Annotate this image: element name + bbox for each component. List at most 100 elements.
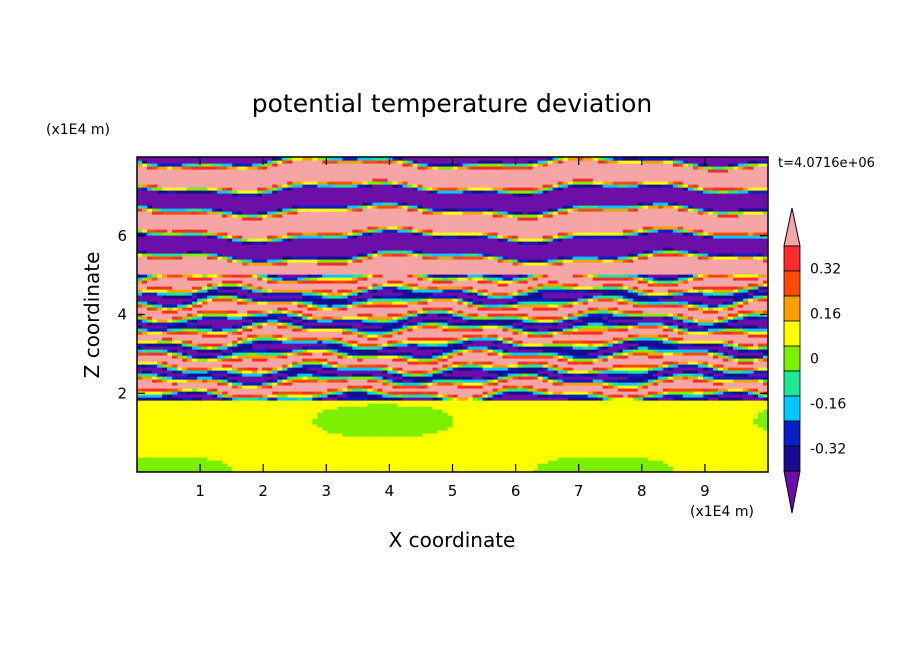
field-cell bbox=[247, 394, 253, 398]
field-cell bbox=[617, 469, 624, 472]
field-cell bbox=[582, 448, 589, 452]
field-cell bbox=[502, 451, 509, 455]
field-cell bbox=[152, 469, 158, 472]
field-cell bbox=[552, 385, 559, 389]
field-cell bbox=[747, 463, 754, 467]
field-cell bbox=[512, 370, 519, 374]
field-cell bbox=[712, 442, 719, 446]
field-cell bbox=[152, 415, 158, 419]
field-cell bbox=[742, 370, 749, 374]
field-cell bbox=[437, 373, 444, 377]
field-cell bbox=[397, 439, 404, 443]
field-cell bbox=[412, 466, 419, 470]
field-cell bbox=[302, 409, 308, 413]
field-cell bbox=[372, 430, 378, 434]
field-cell bbox=[307, 448, 313, 452]
field-cell bbox=[727, 370, 734, 374]
field-cell bbox=[187, 445, 193, 449]
field-cell bbox=[162, 448, 168, 452]
field-cell bbox=[732, 469, 739, 472]
field-cell bbox=[382, 403, 388, 407]
field-cell bbox=[432, 370, 439, 374]
field-cell bbox=[607, 469, 614, 472]
field-cell bbox=[472, 433, 479, 437]
field-cell bbox=[567, 403, 574, 407]
field-cell bbox=[377, 409, 383, 413]
field-cell bbox=[302, 445, 308, 449]
field-cell bbox=[442, 439, 449, 443]
field-cell bbox=[287, 397, 293, 401]
field-cell bbox=[287, 391, 293, 395]
field-cell bbox=[577, 454, 584, 458]
field-cell bbox=[722, 421, 729, 425]
field-cell bbox=[632, 376, 639, 380]
field-cell bbox=[467, 427, 474, 431]
field-cell bbox=[702, 463, 709, 467]
field-cell bbox=[192, 421, 198, 425]
field-cell bbox=[727, 373, 734, 377]
field-cell bbox=[232, 373, 238, 377]
field-cell bbox=[692, 421, 699, 425]
field-cell bbox=[687, 385, 694, 389]
field-cell bbox=[512, 382, 519, 386]
field-cell bbox=[542, 448, 549, 452]
field-cell bbox=[252, 436, 258, 440]
field-cell bbox=[147, 418, 153, 422]
field-cell bbox=[702, 415, 709, 419]
field-cell bbox=[292, 442, 298, 446]
field-cell bbox=[702, 382, 709, 386]
field-cell bbox=[187, 436, 193, 440]
field-cell bbox=[447, 388, 454, 392]
field-cell bbox=[662, 379, 669, 383]
field-cell bbox=[427, 433, 434, 437]
field-cell bbox=[542, 463, 549, 467]
field-cell bbox=[247, 451, 253, 455]
field-cell bbox=[147, 460, 153, 464]
field-cell bbox=[607, 391, 614, 395]
field-cell bbox=[227, 400, 233, 404]
field-cell bbox=[512, 421, 519, 425]
field-cell bbox=[477, 421, 484, 425]
field-cell bbox=[452, 403, 459, 407]
field-cell bbox=[227, 466, 233, 470]
field-cell bbox=[587, 418, 594, 422]
field-cell bbox=[392, 391, 399, 395]
field-cell bbox=[512, 391, 519, 395]
field-cell bbox=[547, 388, 554, 392]
field-cell bbox=[322, 469, 328, 472]
field-cell bbox=[227, 469, 233, 472]
field-cell bbox=[642, 376, 649, 380]
field-cell bbox=[677, 442, 684, 446]
field-cell bbox=[227, 382, 233, 386]
field-cell bbox=[762, 394, 768, 398]
field-cell bbox=[292, 388, 298, 392]
field-cell bbox=[607, 436, 614, 440]
field-cell bbox=[482, 394, 489, 398]
field-cell bbox=[587, 469, 594, 472]
field-cell bbox=[627, 454, 634, 458]
field-cell bbox=[277, 409, 283, 413]
field-cell bbox=[522, 373, 529, 377]
field-cell bbox=[457, 382, 464, 386]
field-cell bbox=[677, 445, 684, 449]
field-cell bbox=[452, 415, 459, 419]
field-cell bbox=[637, 436, 644, 440]
field-cell bbox=[252, 400, 258, 404]
field-cell bbox=[537, 430, 544, 434]
field-cell bbox=[707, 406, 714, 410]
field-cell bbox=[207, 445, 213, 449]
field-cell bbox=[512, 454, 519, 458]
field-cell bbox=[352, 442, 358, 446]
field-cell bbox=[672, 403, 679, 407]
field-cell bbox=[162, 469, 168, 472]
field-cell bbox=[197, 415, 203, 419]
field-cell bbox=[187, 469, 193, 472]
field-cell bbox=[557, 454, 564, 458]
field-cell bbox=[337, 379, 343, 383]
field-cell bbox=[162, 409, 168, 413]
field-cell bbox=[747, 448, 754, 452]
field-cell bbox=[607, 460, 614, 464]
field-cell bbox=[557, 445, 564, 449]
field-cell bbox=[677, 370, 684, 374]
field-cell bbox=[697, 460, 704, 464]
